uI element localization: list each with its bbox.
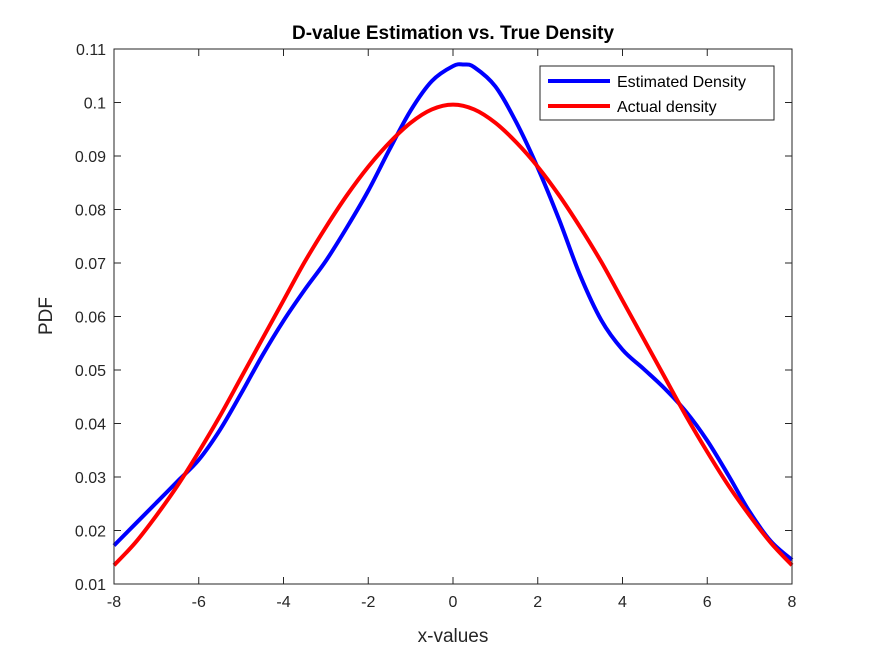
x-tick-label: 6 [703, 594, 712, 611]
y-tick-label: 0.08 [75, 203, 106, 220]
legend-box [539, 65, 775, 121]
series-line-actual-density [112, 102, 794, 567]
x-tick-label: 8 [788, 594, 797, 611]
y-tick-label: 0.03 [75, 470, 106, 487]
chart-title: D-value Estimation vs. True Density [292, 23, 614, 44]
y-tick-label: 0.07 [75, 256, 106, 273]
tick-layer: -8 -6 -4 -2 0 2 4 6 8 0.01 0.02 0.03 0.04 0.05 0.06 0.0… [75, 42, 797, 611]
legend-label-actual: Actual density [617, 99, 717, 116]
y-tick-label: 0.1 [84, 96, 106, 113]
x-tick-label: -6 [192, 594, 206, 611]
legend: Estimated Density Actual density [539, 65, 775, 121]
y-tick-label: 0.04 [75, 417, 106, 434]
x-tick-label: 0 [449, 594, 458, 611]
x-tick-label: 2 [533, 594, 542, 611]
y-tick-label: 0.06 [75, 310, 106, 327]
y-tick-label: 0.01 [75, 577, 106, 594]
plot-area [114, 49, 792, 584]
y-axis-label: PDF [36, 297, 57, 335]
y-tick-label: 0.02 [75, 524, 106, 541]
y-tick-label: 0.11 [76, 42, 106, 59]
x-axis-label: x-values [418, 626, 489, 647]
x-tick-label: 4 [618, 594, 627, 611]
x-tick-label: -8 [107, 594, 121, 611]
x-tick-label: -4 [276, 594, 290, 611]
y-tick-label: 0.05 [75, 363, 106, 380]
y-tick-label: 0.09 [75, 149, 106, 166]
x-tick-label: -2 [361, 594, 375, 611]
series-layer [112, 62, 794, 567]
legend-label-estimated: Estimated Density [617, 74, 746, 91]
